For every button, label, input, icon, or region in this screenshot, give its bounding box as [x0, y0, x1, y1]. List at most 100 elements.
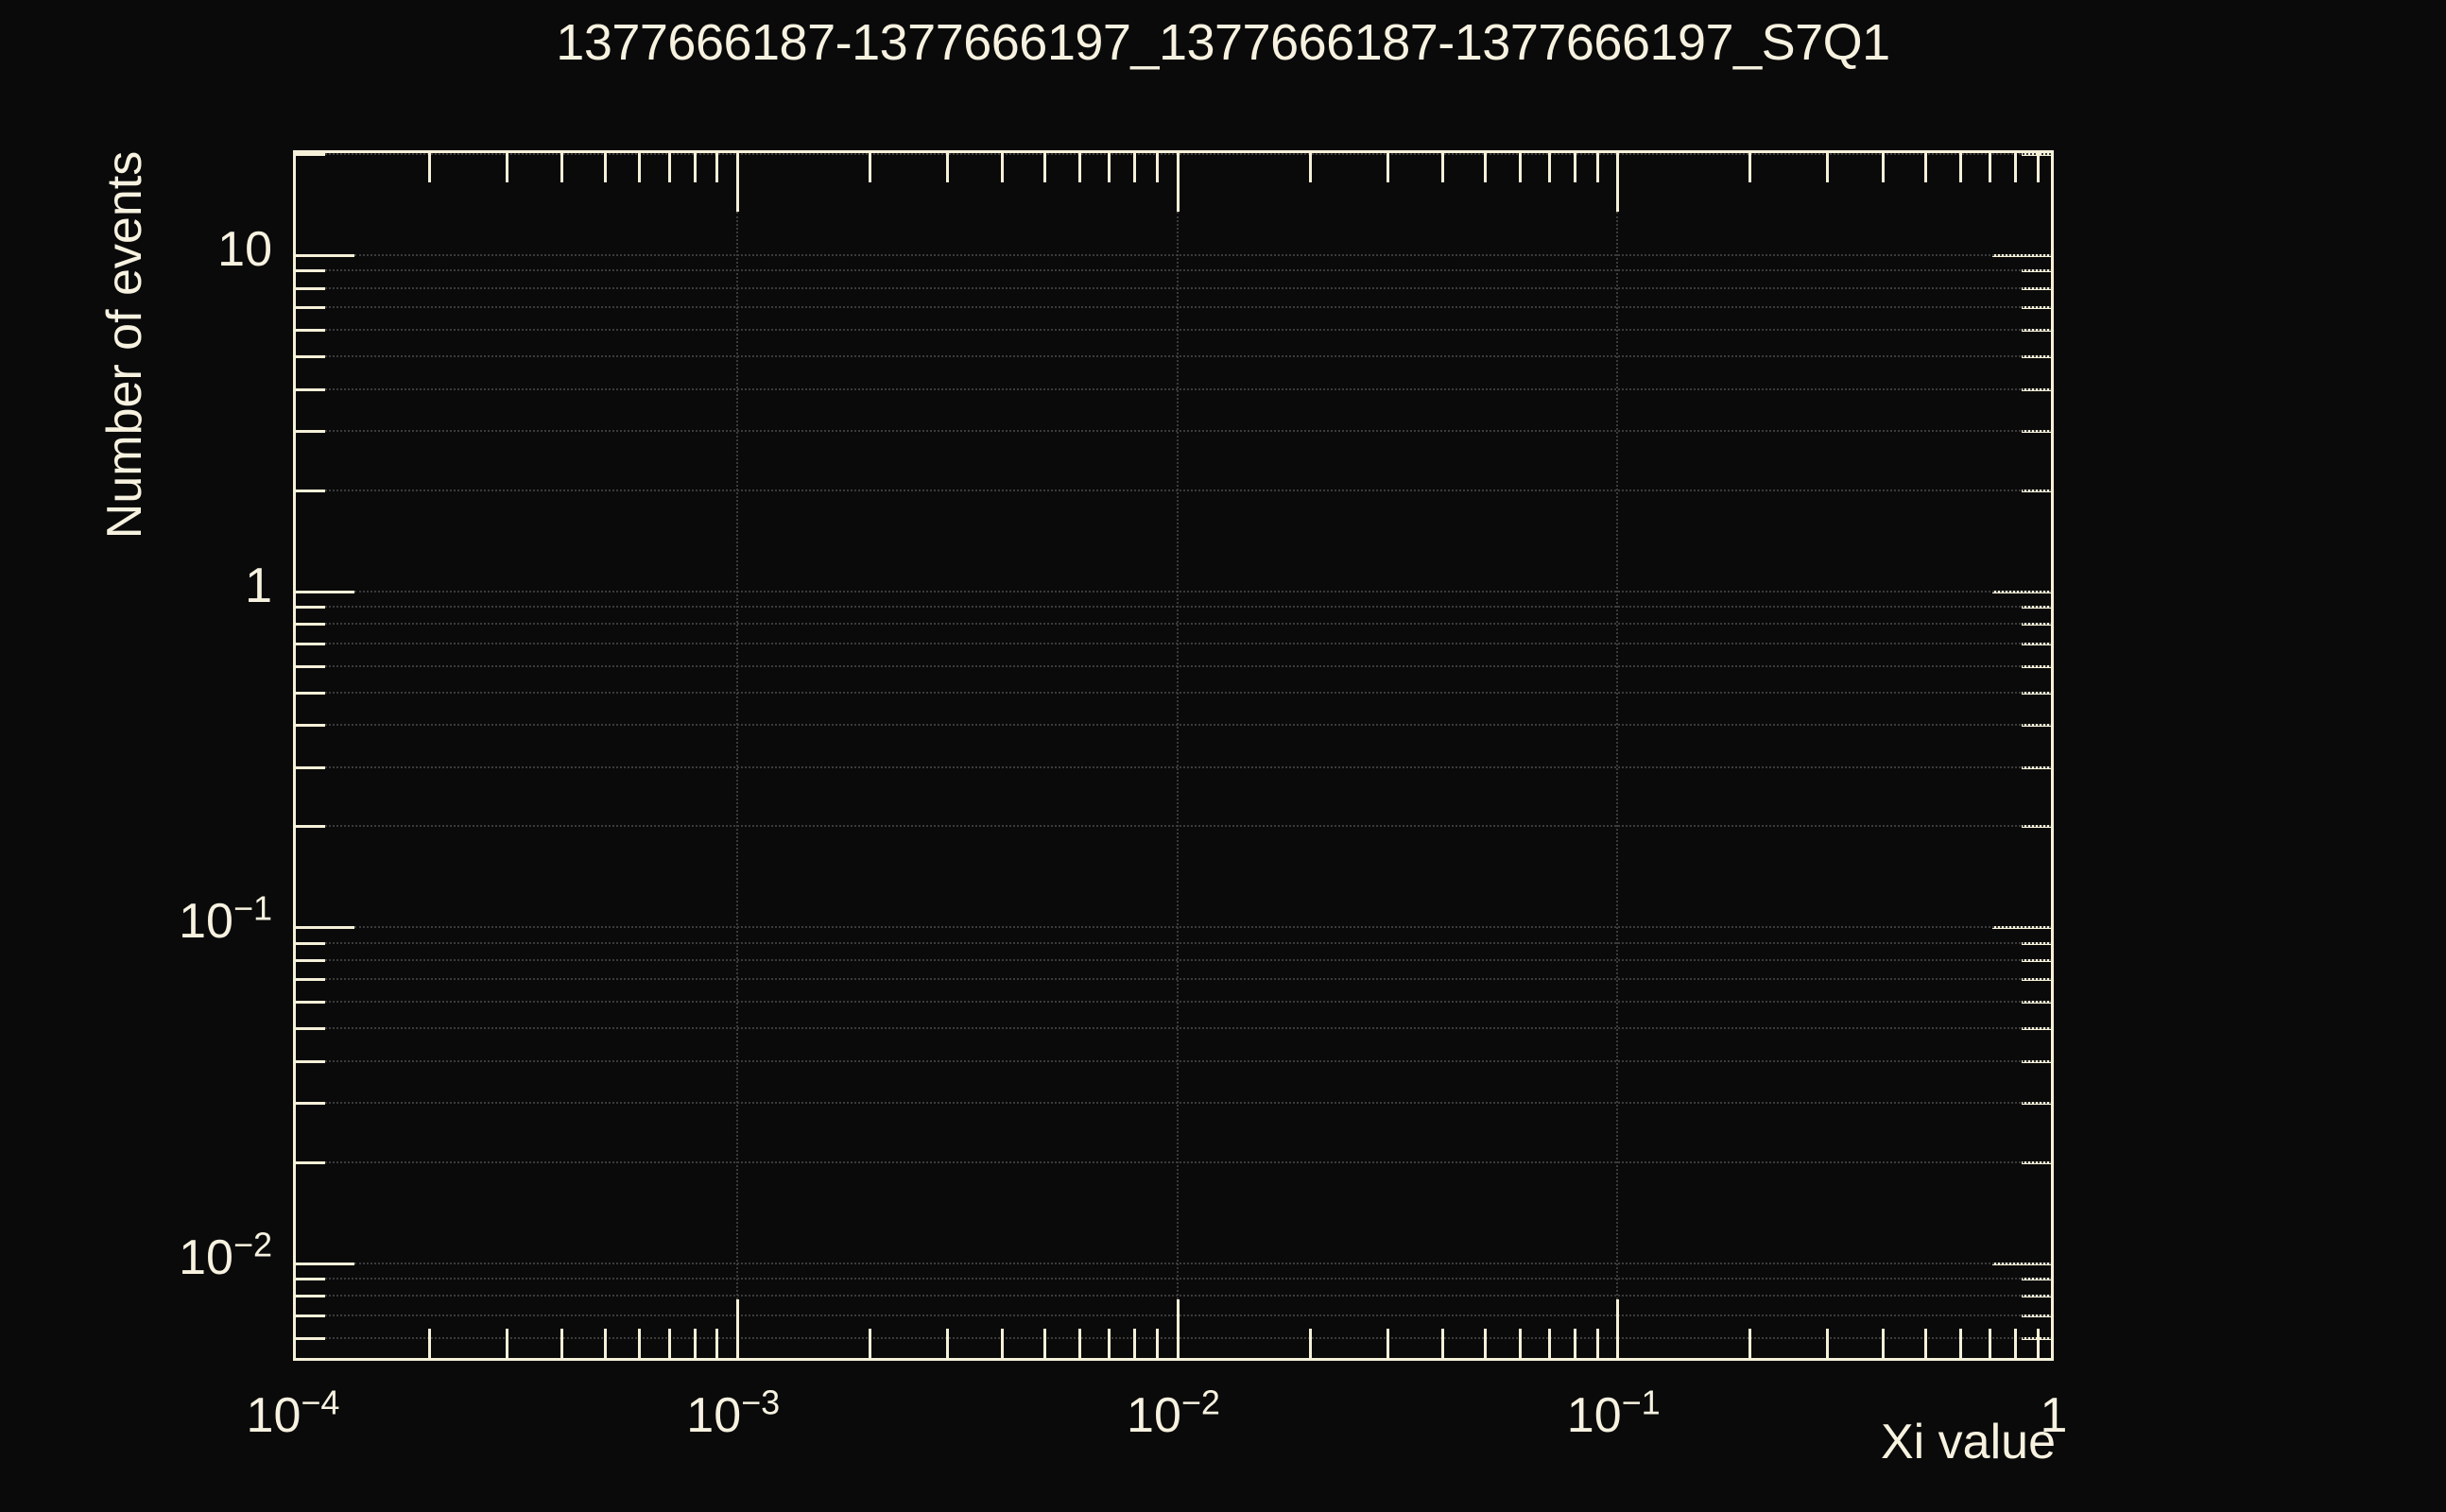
y-gridline [325, 1027, 2051, 1030]
x-minor-tick [1156, 1329, 1160, 1358]
x-minor-tick [1308, 1329, 1312, 1358]
y-gridline [325, 286, 2051, 289]
x-minor-tick [2013, 1329, 2017, 1358]
x-minor-tick [693, 1329, 697, 1358]
y-gridline [325, 724, 2051, 727]
y-gridline [325, 1001, 2051, 1004]
y-minor-tick [296, 642, 325, 645]
y-gridline [325, 1278, 2051, 1280]
y-minor-tick [296, 1278, 325, 1281]
x-minor-tick-top [1078, 153, 1082, 182]
y-gridline [325, 1314, 2051, 1317]
x-major-tick [1176, 1299, 1180, 1358]
x-minor-tick [1518, 1329, 1522, 1358]
y-minor-tick [296, 153, 325, 156]
x-minor-tick [1484, 1329, 1488, 1358]
x-minor-tick [715, 1329, 719, 1358]
y-major-tick [296, 1262, 354, 1265]
x-minor-tick-top [1574, 153, 1577, 182]
x-minor-tick [1440, 1329, 1444, 1358]
y-minor-tick [296, 328, 325, 332]
x-tick-label: 10−3 [686, 1383, 781, 1443]
y-minor-tick [296, 605, 325, 609]
y-major-tick [296, 254, 354, 258]
plot-frame [293, 150, 2054, 1361]
x-minor-tick [667, 1329, 671, 1358]
y-gridline [325, 958, 2051, 961]
x-axis-title: Xi value [1881, 1415, 2056, 1469]
y-minor-tick [296, 1001, 325, 1005]
y-gridline [354, 926, 2051, 929]
y-minor-tick [296, 306, 325, 310]
x-minor-tick-top [1548, 153, 1552, 182]
x-minor-tick [1078, 1329, 1082, 1358]
x-major-tick [1616, 1299, 1620, 1358]
x-tick-label: 10−2 [1127, 1383, 1220, 1443]
y-minor-tick [296, 1295, 325, 1298]
x-minor-tick-top [428, 153, 432, 182]
x-minor-tick [2036, 1329, 2040, 1358]
x-minor-tick [1043, 1329, 1047, 1358]
x-minor-tick [506, 1329, 509, 1358]
y-minor-tick [296, 664, 325, 668]
y-gridline [325, 941, 2051, 944]
x-minor-tick-top [2013, 153, 2017, 182]
x-minor-tick [1574, 1329, 1577, 1358]
y-gridline [325, 1102, 2051, 1105]
y-gridline [325, 153, 2051, 155]
x-minor-tick-top [1826, 153, 1830, 182]
x-minor-tick-top [1156, 153, 1160, 182]
x-tick-label: 10−4 [246, 1383, 340, 1443]
y-gridline [325, 605, 2051, 608]
x-minor-tick [1133, 1329, 1137, 1358]
x-major-tick-top [735, 153, 739, 212]
y-minor-tick [296, 430, 325, 433]
x-minor-tick [1748, 1329, 1752, 1358]
x-minor-tick-top [868, 153, 871, 182]
y-major-tick [296, 926, 354, 930]
y-minor-tick [296, 489, 325, 492]
y-gridline [325, 825, 2051, 828]
y-minor-tick [296, 286, 325, 290]
x-minor-tick-top [945, 153, 949, 182]
x-minor-tick-top [1001, 153, 1005, 182]
x-minor-tick-top [2036, 153, 2040, 182]
x-minor-tick-top [1518, 153, 1522, 182]
x-minor-tick-top [715, 153, 719, 182]
y-gridline [354, 254, 2051, 257]
x-minor-tick [638, 1329, 642, 1358]
y-gridline [325, 489, 2051, 491]
x-minor-tick-top [1108, 153, 1111, 182]
x-gridline [735, 212, 738, 1299]
x-tick-label: 1 [2040, 1388, 2068, 1443]
y-gridline [325, 664, 2051, 667]
y-minor-tick [296, 387, 325, 391]
x-minor-tick-top [1043, 153, 1047, 182]
y-minor-tick [296, 269, 325, 273]
x-minor-tick-top [1923, 153, 1927, 182]
y-major-tick [296, 590, 354, 593]
y-minor-tick [296, 1059, 325, 1063]
y-tick-label: 10 [217, 222, 272, 278]
x-gridline [1176, 212, 1179, 1299]
x-minor-tick-top [1988, 153, 1991, 182]
y-minor-tick [296, 825, 325, 829]
y-minor-tick [296, 724, 325, 728]
x-minor-tick [1988, 1329, 1991, 1358]
y-gridline [325, 1336, 2051, 1339]
y-minor-tick [296, 1160, 325, 1164]
x-minor-tick-top [667, 153, 671, 182]
x-minor-tick-top [1308, 153, 1312, 182]
y-gridline [325, 623, 2051, 626]
y-minor-tick [296, 958, 325, 962]
x-minor-tick-top [1133, 153, 1137, 182]
x-minor-tick-top [1595, 153, 1599, 182]
y-gridline [325, 765, 2051, 768]
y-gridline [325, 355, 2051, 358]
y-gridline [354, 590, 2051, 593]
y-gridline [325, 387, 2051, 390]
x-minor-tick-top [1440, 153, 1444, 182]
y-gridline [325, 328, 2051, 331]
x-minor-tick-top [560, 153, 564, 182]
